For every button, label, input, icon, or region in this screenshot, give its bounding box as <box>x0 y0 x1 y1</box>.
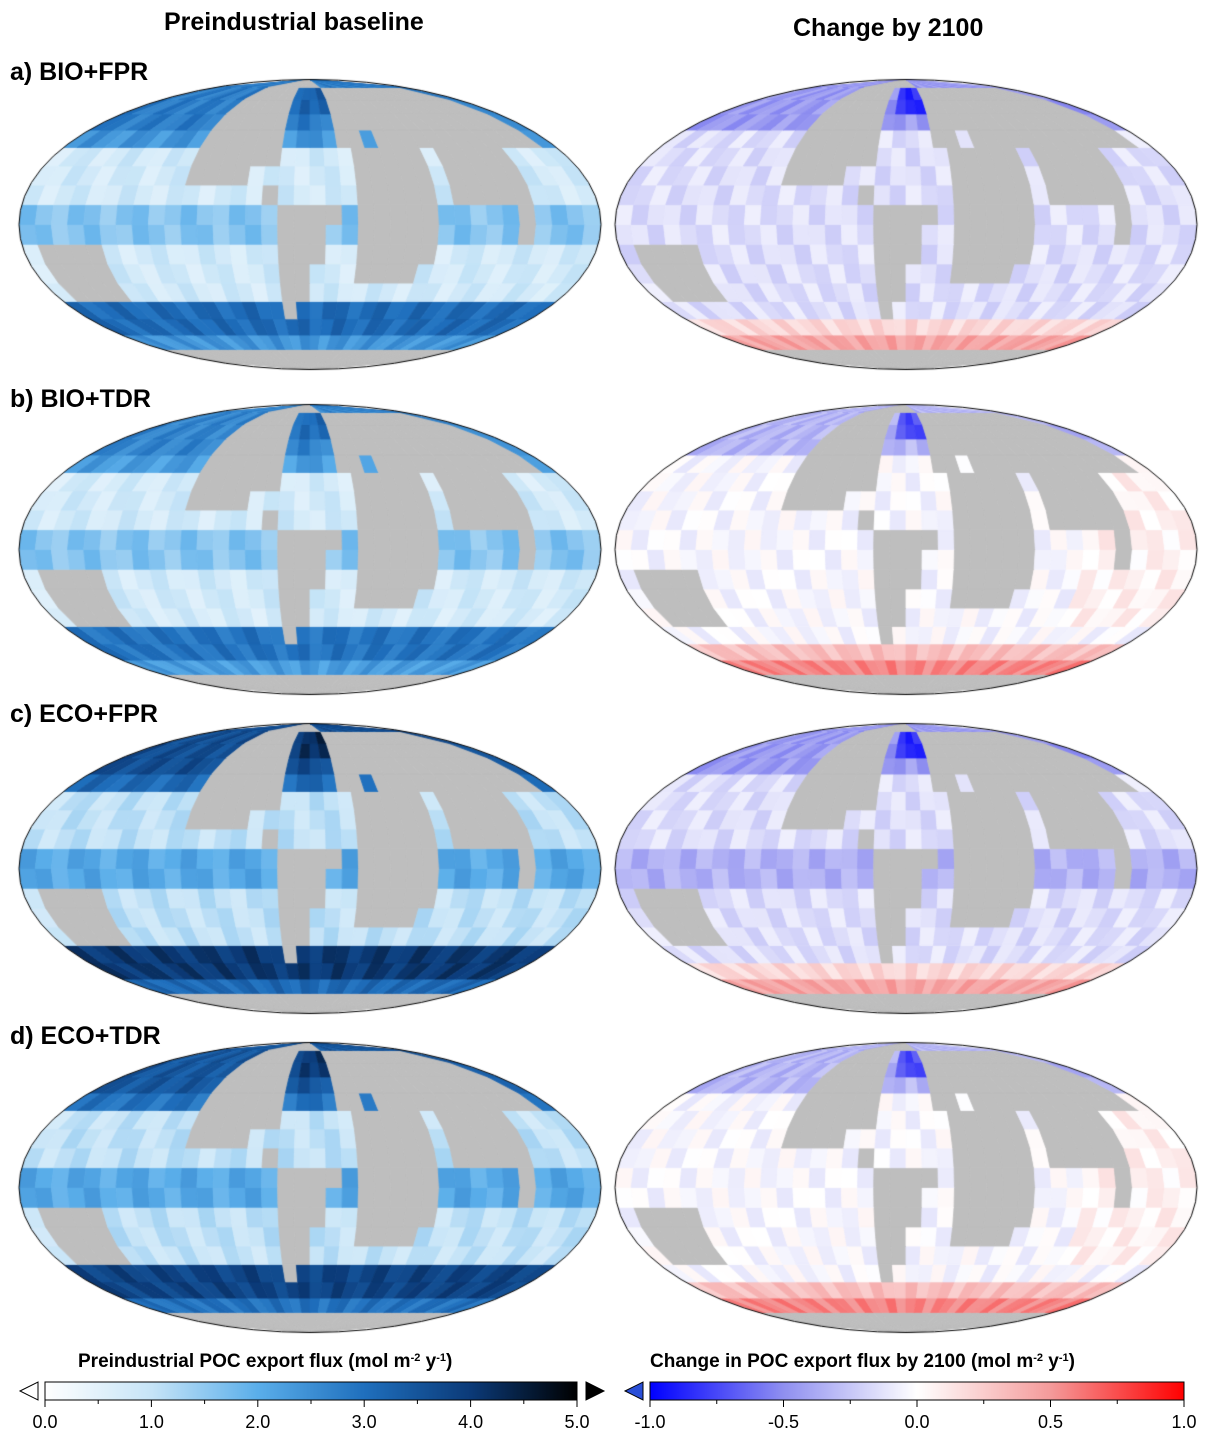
baseline-map-c <box>14 721 606 1016</box>
change-colorbar-ticks <box>649 1400 1185 1407</box>
change-colorbar-tick-label: 1.0 <box>1171 1412 1197 1432</box>
column-title-baseline: Preindustrial baseline <box>164 8 424 36</box>
baseline-map-d <box>14 1040 606 1335</box>
column-title-change: Change by 2100 <box>793 14 984 42</box>
baseline-colorbar-tick-label: 4.0 <box>458 1412 484 1432</box>
change-colorbar-title: Change in POC export flux by 2100 (mol m… <box>650 1351 1075 1372</box>
change-colorbar-tick-label: -1.0 <box>634 1412 666 1432</box>
change-colorbar-extend-low-arrow <box>623 1381 644 1401</box>
change-map-a <box>610 77 1202 372</box>
change-map-b <box>610 402 1202 697</box>
baseline-colorbar-ticks <box>44 1400 578 1407</box>
baseline-colorbar <box>44 1381 578 1401</box>
change-colorbar-tick-label: -0.5 <box>767 1412 800 1432</box>
baseline-map-b <box>14 402 606 697</box>
baseline-map-a <box>14 77 606 372</box>
baseline-colorbar-title: Preindustrial POC export flux (mol m-2 y… <box>78 1351 453 1372</box>
baseline-colorbar-tick-label: 2.0 <box>245 1412 271 1432</box>
change-colorbar-tick-label: 0.0 <box>904 1412 930 1432</box>
change-map-d <box>610 1040 1202 1335</box>
change-map-c <box>610 721 1202 1016</box>
baseline-colorbar-tick-label: 0.0 <box>32 1412 58 1432</box>
change-colorbar-tick-label: 0.5 <box>1037 1412 1064 1432</box>
baseline-colorbar-extend-high-arrow <box>585 1381 606 1401</box>
change-colorbar <box>649 1381 1185 1401</box>
baseline-colorbar-tick-label: 3.0 <box>351 1412 377 1432</box>
baseline-colorbar-tick-label: 5.0 <box>564 1412 590 1432</box>
baseline-colorbar-extend-low-arrow <box>18 1381 39 1401</box>
baseline-colorbar-tick-label: 1.0 <box>138 1412 164 1432</box>
